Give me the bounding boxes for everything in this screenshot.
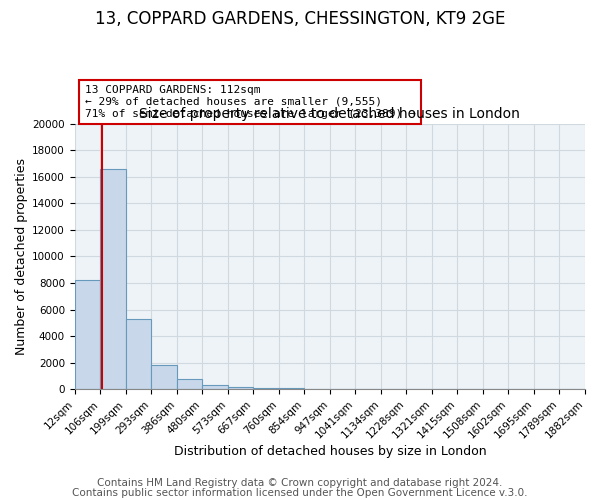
Text: Contains public sector information licensed under the Open Government Licence v.: Contains public sector information licen… (72, 488, 528, 498)
Bar (100, 169, 125, 389)
Title: Size of property relative to detached houses in London: Size of property relative to detached ho… (139, 108, 520, 122)
Bar (125, 319, 151, 389)
Bar (228, 387, 253, 389)
Bar (151, 365, 177, 389)
Text: 13 COPPARD GARDENS: 112sqm
← 29% of detached houses are smaller (9,555)
71% of s: 13 COPPARD GARDENS: 112sqm ← 29% of deta… (85, 86, 416, 118)
Bar (253, 388, 279, 389)
Text: 13, COPPARD GARDENS, CHESSINGTON, KT9 2GE: 13, COPPARD GARDENS, CHESSINGTON, KT9 2G… (95, 10, 505, 28)
Bar (74, 280, 100, 389)
X-axis label: Distribution of detached houses by size in London: Distribution of detached houses by size … (173, 444, 486, 458)
Y-axis label: Number of detached properties: Number of detached properties (15, 158, 28, 355)
Bar (177, 379, 202, 389)
Text: Contains HM Land Registry data © Crown copyright and database right 2024.: Contains HM Land Registry data © Crown c… (97, 478, 503, 488)
Bar (202, 385, 228, 389)
Bar (279, 388, 304, 389)
